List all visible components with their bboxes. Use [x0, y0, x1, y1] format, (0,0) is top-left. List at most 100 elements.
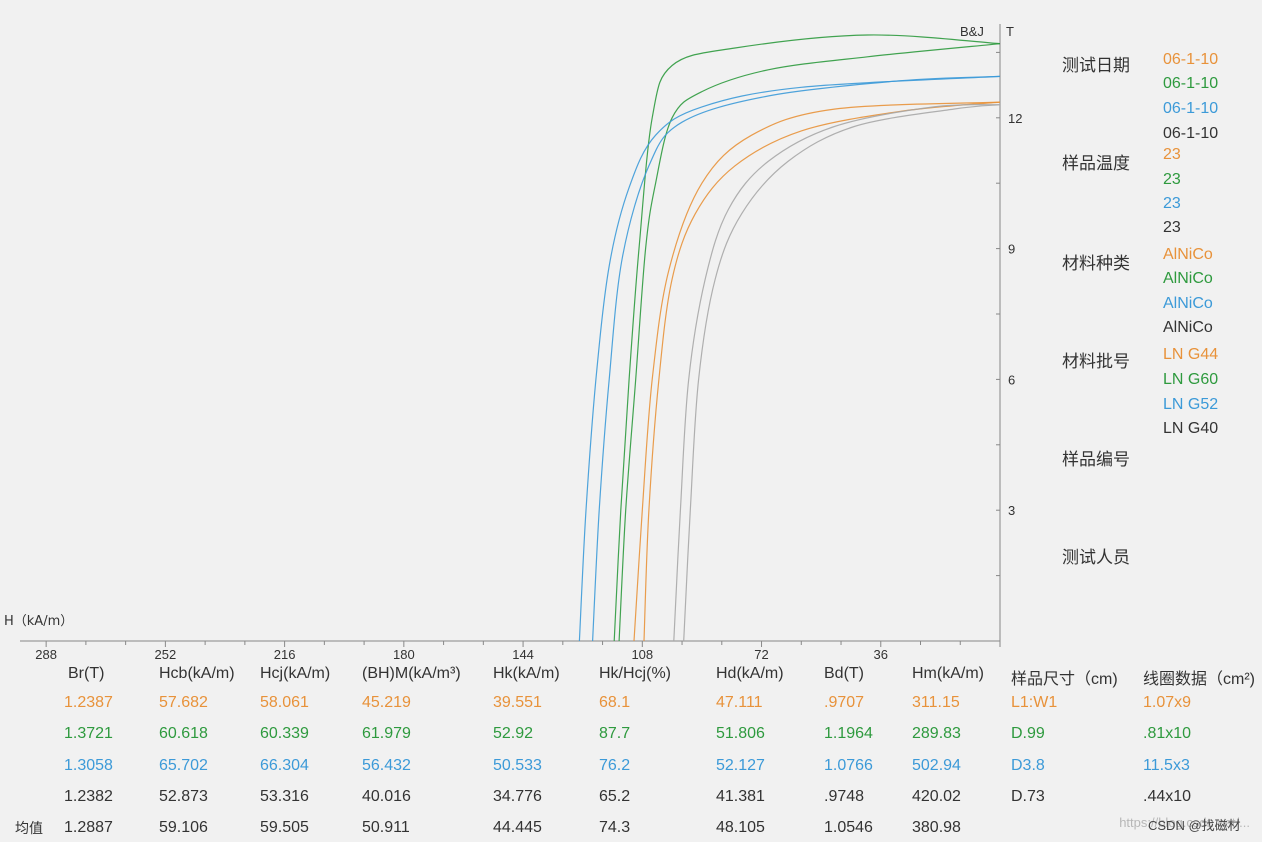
header-coil-data: 线圈数据（cm²): [1143, 671, 1255, 688]
cell-r4-hm: 420.02: [912, 788, 961, 805]
y-axis-label-right: T: [1006, 24, 1014, 39]
temperature-2: 23: [1163, 171, 1181, 188]
avg-hcj: 59.505: [260, 819, 309, 836]
cell-r1-size: L1:W1: [1011, 694, 1058, 711]
cell-r3-hm: 502.94: [912, 757, 961, 774]
cell-r4-hcb: 52.873: [159, 788, 208, 805]
cell-r3-coil: 11.5x3: [1143, 757, 1190, 774]
cell-r2-br: 1.3721: [64, 725, 113, 742]
cell-r2-hk-hcj: 87.7: [599, 725, 631, 742]
curves-group: [578, 34, 1001, 642]
x-tick-label: 144: [512, 647, 534, 662]
cell-r1-hd: 47.111: [716, 694, 763, 711]
cell-r1-hk: 39.551: [493, 694, 542, 711]
y-tick-label: 9: [1008, 242, 1015, 257]
cell-r1-bhmax: 45.219: [362, 694, 411, 711]
temperature-label: 样品温度: [1062, 154, 1130, 174]
cell-r4-bd: .9748: [824, 788, 865, 805]
header-hk: Hk(kA/m): [493, 665, 560, 682]
header-hcj: Hcj(kA/m): [260, 665, 331, 682]
x-tick-label: 216: [274, 647, 296, 662]
y-tick-label: 3: [1008, 503, 1015, 518]
avg-hk: 44.445: [493, 819, 542, 836]
y-tick-label: 12: [1008, 111, 1022, 126]
cell-r3-bhmax: 56.432: [362, 757, 411, 774]
header-hd: Hd(kA/m): [716, 665, 784, 682]
temperature-1: 23: [1163, 146, 1181, 163]
x-tick-label: 72: [754, 647, 768, 662]
cell-r4-coil: .44x10: [1143, 788, 1192, 805]
temperature-4: 23: [1163, 219, 1181, 236]
batch-2: LN G60: [1163, 371, 1219, 388]
b-curve-sample-3: [578, 75, 1001, 642]
cell-r1-hcb: 57.682: [159, 694, 208, 711]
b-curve-sample-1: [633, 101, 1001, 642]
cell-r4-bhmax: 40.016: [362, 788, 411, 805]
cell-r2-hk: 52.92: [493, 725, 534, 742]
test-date-1: 06-1-10: [1163, 51, 1219, 68]
cell-r1-bd: .9707: [824, 694, 865, 711]
cell-r3-hk-hcj: 76.2: [599, 757, 631, 774]
cell-r2-bhmax: 61.979: [362, 725, 411, 742]
material-type-3: AlNiCo: [1163, 295, 1213, 312]
test-date-label: 测试日期: [1062, 56, 1130, 76]
cell-r4-br: 1.2382: [64, 788, 113, 805]
watermark-brand: CSDN @找磁材: [1148, 818, 1241, 833]
cell-r2-bd: 1.1964: [824, 725, 873, 742]
cell-r2-hcb: 60.618: [159, 725, 208, 742]
cell-r3-hk: 50.533: [493, 757, 542, 774]
cell-r4-hk-hcj: 65.2: [599, 788, 631, 805]
avg-hcb: 59.106: [159, 819, 208, 836]
material-type-2: AlNiCo: [1163, 270, 1213, 287]
cell-r1-br: 1.2387: [64, 694, 113, 711]
cell-r3-br: 1.3058: [64, 757, 113, 774]
header-hm: Hm(kA/m): [912, 665, 984, 682]
header-bd: Bd(T): [824, 665, 864, 682]
x-tick-label: 108: [631, 647, 653, 662]
cell-r3-hcb: 65.702: [159, 757, 208, 774]
b-curve-sample-2: [613, 34, 1001, 642]
avg-hd: 48.105: [716, 819, 765, 836]
temperature-3: 23: [1163, 195, 1181, 212]
j-curve-sample-4: [683, 104, 1001, 642]
batch-label: 材料批号: [1062, 352, 1130, 372]
cell-r4-hcj: 53.316: [260, 788, 309, 805]
header-hcb: Hcb(kA/m): [159, 665, 235, 682]
x-axis-label: H（kA/m）: [4, 614, 73, 629]
j-curve-sample-1: [643, 101, 1001, 642]
header-br: Br(T): [68, 665, 105, 682]
batch-3: LN G52: [1163, 396, 1219, 413]
material-type-label: 材料种类: [1062, 254, 1130, 274]
sample-no-label: 样品编号: [1062, 450, 1130, 470]
material-type-4: AlNiCo: [1163, 319, 1213, 336]
cell-r2-hd: 51.806: [716, 725, 765, 742]
b-curve-sample-4: [673, 103, 1001, 642]
cell-r4-hk: 34.776: [493, 788, 542, 805]
cell-r3-hd: 52.127: [716, 757, 765, 774]
avg-hm: 380.98: [912, 819, 961, 836]
test-date-2: 06-1-10: [1163, 75, 1219, 92]
cell-r1-hcj: 58.061: [260, 694, 309, 711]
x-tick-label: 252: [155, 647, 177, 662]
test-date-3: 06-1-10: [1163, 100, 1219, 117]
watermark-url: https://blog.csdn.net/...: [1119, 815, 1250, 830]
material-type-1: AlNiCo: [1163, 246, 1213, 263]
cell-r3-hcj: 66.304: [260, 757, 309, 774]
cell-r1-hm: 311.15: [912, 694, 960, 711]
axes-group: [20, 24, 1001, 647]
y-axis-label-left: B&J: [960, 24, 984, 39]
header-bhmax: (BH)M(kA/m³): [362, 665, 461, 682]
cell-r4-hd: 41.381: [716, 788, 765, 805]
batch-4: LN G40: [1163, 420, 1219, 437]
avg-hk-hcj: 74.3: [599, 819, 631, 836]
y-tick-label: 6: [1008, 372, 1015, 387]
cell-r2-coil: .81x10: [1143, 725, 1192, 742]
avg-bhmax: 50.911: [362, 819, 410, 836]
cell-r2-size: D.99: [1011, 725, 1045, 742]
test-date-4: 06-1-10: [1163, 125, 1219, 142]
j-curve-sample-3: [592, 75, 1001, 642]
header-sample-size: 样品尺寸（cm): [1011, 671, 1118, 688]
cell-r2-hm: 289.83: [912, 725, 961, 742]
